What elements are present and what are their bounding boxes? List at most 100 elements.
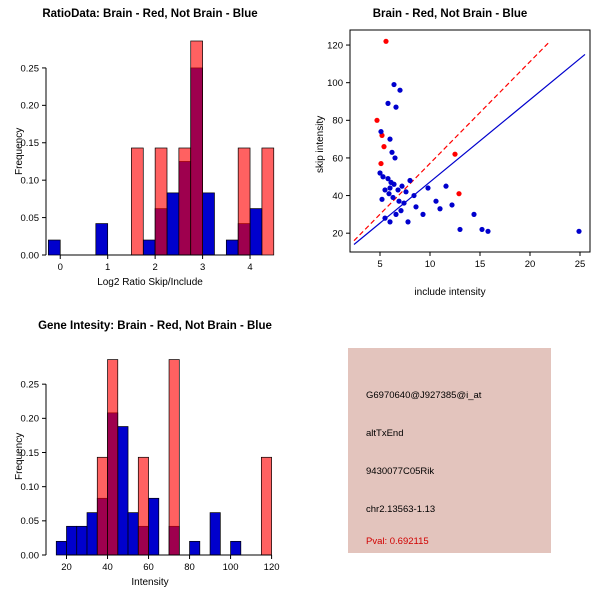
histogram-bar (55, 540, 67, 556)
histogram-bar (148, 497, 160, 556)
histogram-bar (48, 239, 61, 256)
tick-label: 20 (332, 229, 343, 240)
histogram-bar (190, 40, 203, 256)
histogram-bar (168, 359, 180, 556)
scatter-point (443, 183, 449, 189)
tick-label: 0.20 (21, 101, 40, 112)
histogram-bar (127, 512, 139, 556)
plot-frame (349, 29, 591, 253)
scatter-point (374, 117, 380, 123)
scatter-point (387, 219, 393, 225)
scatter-title: Brain - Red, Not Brain - Blue (372, 8, 528, 20)
locus: chr2.13563-1.13 (366, 504, 436, 515)
tick-label: 0.15 (21, 448, 40, 459)
scatter-point (391, 181, 397, 187)
scatter-point (420, 211, 426, 217)
tick-label: 1 (105, 262, 110, 273)
scatter-point (389, 149, 395, 155)
panel-scatter: Brain - Red, Not Brain - Blue 5 10 15 20 25 2… (300, 0, 600, 300)
histogram-bar (166, 192, 180, 256)
pval: Pval: 0.692115 (366, 536, 429, 547)
ratio-histogram-plot: 0 1 2 3 4 0.00 0.05 0.10 0.15 0.20 0.25 (21, 40, 275, 273)
scatter-point (378, 160, 384, 167)
tick-label: 0.10 (21, 176, 40, 187)
scatter-point (379, 196, 385, 202)
tick-label: 20 (525, 259, 536, 270)
scatter-xlabel: include intensity (414, 287, 486, 298)
tick-label: 100 (223, 562, 239, 573)
scatter-point (385, 100, 391, 106)
scatter-point (387, 136, 393, 142)
tick-label: 60 (143, 562, 154, 573)
scatter-point (393, 104, 399, 110)
scatter-point (403, 189, 409, 195)
tick-label: 80 (184, 562, 195, 573)
scatter-point (449, 202, 455, 208)
fit-line (353, 40, 551, 242)
tick-label: 5 (377, 259, 382, 270)
tick-label: 60 (332, 153, 343, 164)
histogram-bar (96, 456, 108, 556)
scatter-plot: 5 10 15 20 25 20 40 60 80 100 120 (327, 29, 591, 270)
tick-label: 25 (575, 259, 586, 270)
scatter-ylabel: skip intensity (315, 115, 326, 173)
panel-ratio-histogram: RatioData: Brain - Red, Not Brain - Blue… (0, 0, 300, 300)
gene-symbol: 9430077C05Rik (366, 466, 435, 477)
histogram-bar (249, 208, 263, 256)
ratio-histogram-title: RatioData: Brain - Red, Not Brain - Blue (42, 8, 258, 20)
ratio-histogram-xlabel: Log2 Ratio Skip/Include (97, 277, 203, 288)
histogram-bar (95, 223, 109, 256)
panel-intensity-histogram: Gene Intesity: Brain - Red, Not Brain - … (0, 300, 300, 600)
tick-label: 0.10 (21, 482, 40, 493)
tick-label: 10 (425, 259, 436, 270)
tick-label: 4 (247, 262, 252, 273)
tick-label: 0.25 (21, 63, 40, 74)
fit-line (353, 53, 586, 245)
scatter-point (479, 226, 485, 233)
scatter-point (413, 204, 419, 210)
histogram-bar (260, 456, 272, 556)
scatter-point (392, 155, 398, 161)
histogram-bar (107, 359, 119, 556)
histogram-bar (154, 147, 168, 256)
histogram-bar (131, 147, 144, 256)
histogram-bar (209, 512, 221, 556)
histogram-bar (142, 239, 156, 256)
scatter-point (382, 187, 388, 193)
tick-label: 0.00 (21, 550, 40, 561)
gene-info-box: G6970640@J927385@i_at altTxEnd 9430077C0… (348, 348, 551, 553)
event-type: altTxEnd (366, 428, 404, 439)
histogram-bar (230, 540, 242, 556)
scatter-point (576, 228, 582, 234)
tick-label: 80 (332, 116, 343, 127)
tick-label: 15 (475, 259, 486, 270)
scatter-point (437, 206, 443, 212)
histogram-bar (202, 192, 215, 256)
tick-label: 2 (152, 262, 157, 273)
probe-id: G6970640@J927385@i_at (366, 390, 482, 401)
tick-label: 3 (200, 262, 205, 273)
scatter-point (385, 176, 391, 182)
tick-label: 20 (61, 562, 72, 573)
tick-label: 40 (332, 191, 343, 202)
scatter-point (411, 192, 417, 199)
histogram-bar (225, 239, 239, 256)
scatter-point (380, 174, 386, 180)
histogram-bar (178, 147, 192, 256)
tick-label: 0.25 (21, 380, 40, 391)
scatter-point (391, 81, 397, 88)
tick-label: 120 (264, 562, 280, 573)
tick-label: 0.15 (21, 138, 40, 149)
scatter-point (452, 151, 458, 157)
tick-label: 0.00 (21, 250, 40, 261)
scatter-point (378, 128, 384, 135)
histogram-bar (117, 426, 129, 556)
histogram-bar (86, 512, 98, 556)
scatter-point (397, 87, 403, 93)
scatter-point (407, 177, 413, 184)
tick-label: 40 (102, 562, 113, 573)
scatter-point (390, 194, 396, 201)
histogram-bar (76, 525, 88, 556)
ratio-histogram-ylabel: Frequency (14, 127, 25, 175)
tick-label: 0 (58, 262, 63, 273)
